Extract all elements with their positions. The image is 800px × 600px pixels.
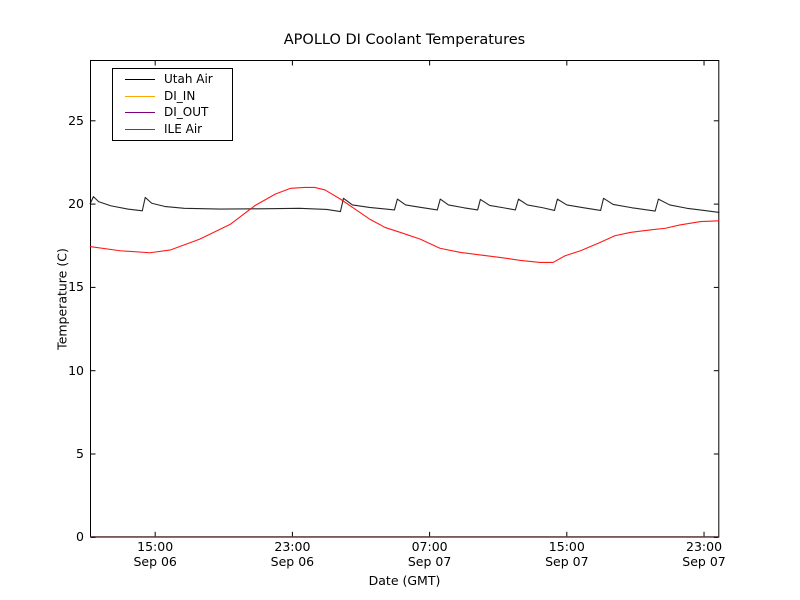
chart-title: APOLLO DI Coolant Temperatures bbox=[283, 32, 526, 48]
x-tick-label: 15:00 Sep 06 bbox=[133, 539, 177, 569]
x-tick-label: 15:00 Sep 07 bbox=[545, 539, 589, 569]
series-line-utah-air bbox=[89, 196, 720, 213]
legend-line-swatch bbox=[125, 112, 155, 114]
y-tick-label: 25 bbox=[68, 112, 84, 128]
legend-item-di-in: DI_IN bbox=[125, 89, 232, 105]
y-tick-label: 5 bbox=[76, 446, 84, 461]
legend-item-utah-air: Utah Air bbox=[125, 72, 232, 88]
x-tick-label: 07:00 Sep 07 bbox=[407, 539, 452, 569]
legend-line-swatch bbox=[125, 128, 155, 130]
x-tick-label: 23:00 Sep 07 bbox=[682, 539, 726, 569]
legend-line-swatch bbox=[125, 95, 155, 97]
x-tick-label: 23:00 Sep 06 bbox=[270, 539, 315, 569]
y-tick-label: 0 bbox=[76, 529, 84, 545]
y-tick-label: 20 bbox=[68, 196, 84, 212]
legend-label: ILE Air bbox=[164, 121, 203, 136]
legend-line-swatch bbox=[125, 79, 155, 81]
legend-item-di-out: DI_OUT bbox=[125, 105, 232, 121]
legend-label: DI_IN bbox=[164, 88, 196, 103]
legend-item-ile-air: ILE Air bbox=[125, 122, 232, 138]
y-tick-label: 10 bbox=[68, 362, 84, 378]
y-tick-label: 15 bbox=[68, 279, 84, 295]
legend: Utah Air DI_IN DI_OUT ILE Air bbox=[112, 68, 233, 141]
series-line-ile-air bbox=[89, 186, 720, 263]
legend-label: DI_OUT bbox=[164, 105, 209, 120]
x-axis-label: Date (GMT) bbox=[368, 573, 441, 588]
legend-label: Utah Air bbox=[164, 72, 213, 87]
